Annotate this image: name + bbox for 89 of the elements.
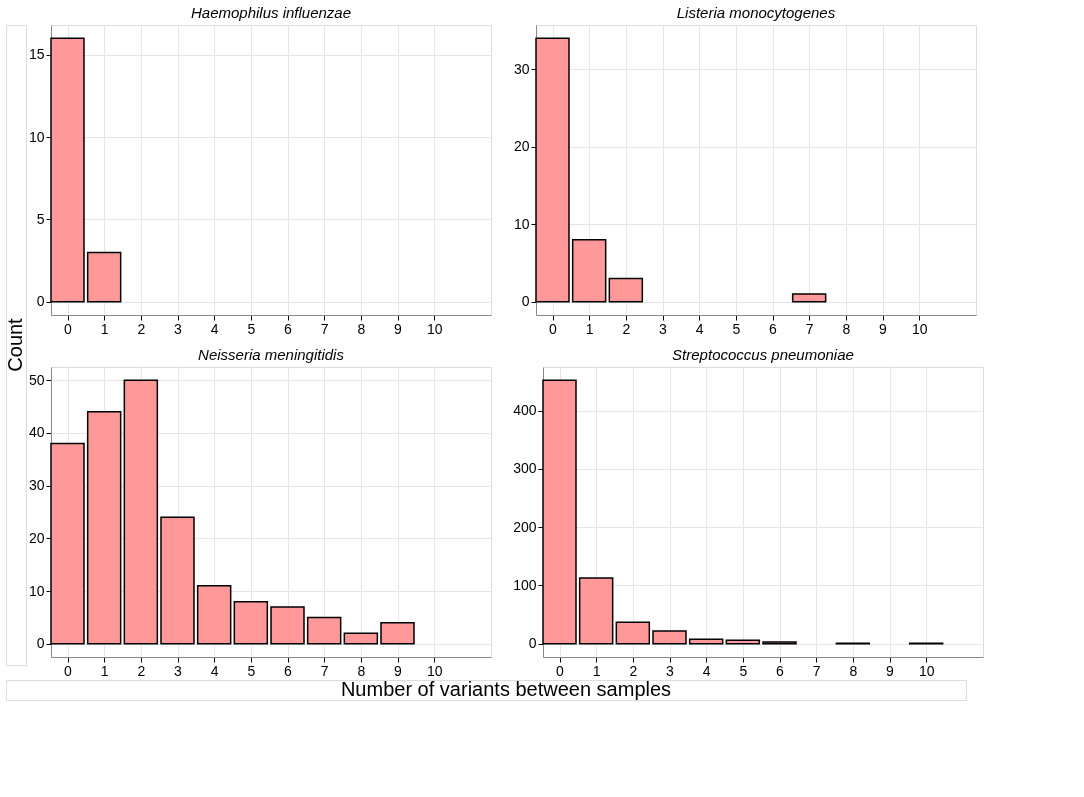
bar <box>608 277 644 303</box>
x-tick-label: 10 <box>911 320 928 337</box>
y-tick-label: 200 <box>513 518 537 535</box>
x-tick-label: 3 <box>666 662 675 679</box>
y-tick-label: 15 <box>28 46 45 63</box>
x-tick-label: 6 <box>284 320 293 337</box>
x-tick-label: 0 <box>64 662 73 679</box>
chart-title: Streptococcus pneumoniae <box>672 346 854 363</box>
bar <box>542 379 577 645</box>
x-tick-label: 8 <box>849 662 858 679</box>
x-tick-label: 6 <box>769 320 778 337</box>
x-tick-label: 6 <box>284 662 293 679</box>
bar <box>535 37 570 303</box>
y-tick-label: 10 <box>513 215 530 232</box>
bar <box>50 442 85 645</box>
y-tick-label: 40 <box>28 424 45 441</box>
y-tick-label: 300 <box>513 460 537 477</box>
x-tick-label: 5 <box>247 662 256 679</box>
x-tick-label: 0 <box>64 320 73 337</box>
x-tick-label: 9 <box>879 320 888 337</box>
bar <box>380 621 415 645</box>
x-tick-label: 0 <box>549 320 558 337</box>
x-tick-label: 1 <box>100 320 109 337</box>
bar <box>615 621 651 645</box>
x-tick-label: 2 <box>629 662 638 679</box>
y-tick-label: 0 <box>36 635 45 652</box>
y-tick-label: 400 <box>513 402 537 419</box>
x-tick-label: 4 <box>702 662 711 679</box>
y-tick-label: 10 <box>28 128 45 145</box>
bar <box>270 606 305 645</box>
x-tick-label: 3 <box>174 662 183 679</box>
x-tick-label: 10 <box>426 320 443 337</box>
x-tick-label: 1 <box>585 320 594 337</box>
y-tick-label: 20 <box>28 529 45 546</box>
y-tick-label: 0 <box>36 293 45 310</box>
x-tick-label: 5 <box>732 320 741 337</box>
bar <box>578 577 614 645</box>
x-tick-label: 10 <box>426 662 443 679</box>
x-axis-title: Number of variants between samples <box>340 678 672 700</box>
x-tick-label: 0 <box>556 662 565 679</box>
chart-title: Haemophilus influenzae <box>190 4 352 21</box>
bar <box>306 616 342 645</box>
bar <box>791 293 827 303</box>
bar <box>688 638 724 645</box>
x-tick-label: 4 <box>210 320 219 337</box>
x-tick-label: 5 <box>739 662 748 679</box>
y-tick-label: 20 <box>513 138 530 155</box>
bar <box>571 239 607 303</box>
x-tick-label: 2 <box>137 320 146 337</box>
y-tick-label: 30 <box>513 60 530 77</box>
x-tick-label: 2 <box>622 320 631 337</box>
bar <box>123 379 159 645</box>
chart-title: Neisseria meningitidis <box>198 346 345 363</box>
x-tick-label: 4 <box>695 320 704 337</box>
y-tick-label: 5 <box>36 210 45 227</box>
y-tick-label: 10 <box>28 582 45 599</box>
x-tick-label: 9 <box>886 662 895 679</box>
bar <box>725 639 761 645</box>
x-tick-label: 3 <box>174 320 183 337</box>
x-tick-label: 3 <box>659 320 668 337</box>
x-tick-label: 9 <box>394 662 403 679</box>
x-tick-label: 4 <box>210 662 219 679</box>
x-tick-label: 7 <box>320 662 329 679</box>
bar <box>86 411 122 645</box>
bar <box>196 585 232 645</box>
x-tick-label: 8 <box>357 320 366 337</box>
x-tick-label: 8 <box>842 320 851 337</box>
y-tick-label: 50 <box>28 371 45 388</box>
y-axis-title: Count <box>4 317 26 372</box>
x-tick-label: 8 <box>357 662 366 679</box>
bar <box>652 630 687 645</box>
x-tick-label: 1 <box>592 662 601 679</box>
x-tick-label: 9 <box>394 320 403 337</box>
x-tick-label: 6 <box>776 662 785 679</box>
x-tick-label: 7 <box>805 320 814 337</box>
y-tick-label: 30 <box>28 477 45 494</box>
bar <box>233 600 269 645</box>
y-tick-label: 0 <box>521 293 530 310</box>
bar <box>160 516 195 645</box>
bar <box>343 632 379 645</box>
y-tick-label: 100 <box>513 576 537 593</box>
x-tick-label: 1 <box>100 662 109 679</box>
y-tick-label: 0 <box>528 635 537 652</box>
x-tick-label: 2 <box>137 662 146 679</box>
x-tick-label: 7 <box>320 320 329 337</box>
chart-title: Listeria monocytogenes <box>676 4 836 21</box>
x-tick-label: 5 <box>247 320 256 337</box>
x-tick-label: 7 <box>812 662 821 679</box>
x-tick-label: 10 <box>918 662 935 679</box>
